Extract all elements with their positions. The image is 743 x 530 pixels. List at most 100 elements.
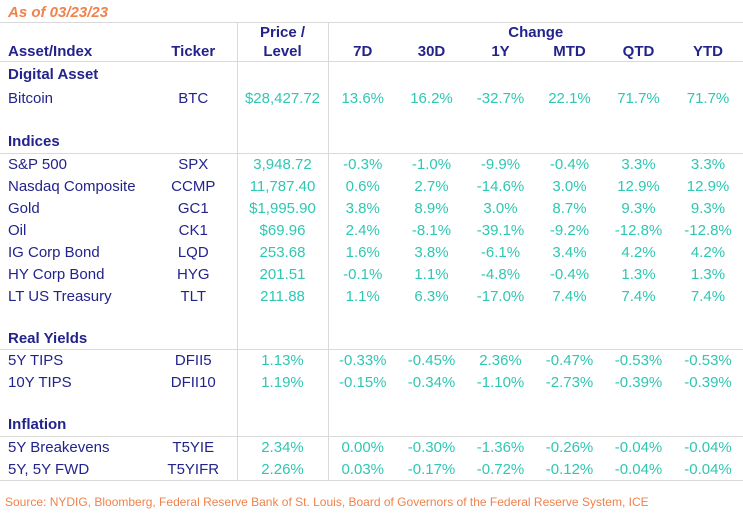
- price-cell: $28,427.72: [236, 87, 329, 110]
- change-cell: -0.04%: [684, 439, 732, 457]
- change-cell: 4.2%: [621, 244, 656, 261]
- change-cell: 1.3%: [690, 266, 726, 283]
- column-header-7d: 7D: [328, 42, 397, 62]
- ticker-cell: DFII5: [174, 352, 212, 370]
- asset-cell: Gold: [8, 200, 40, 217]
- table-row: LT US Treasury TLT 211.88 1.1% 6.3% -17.0% 7.4…: [0, 285, 743, 308]
- change-cell: 12.9%: [686, 178, 730, 195]
- spacer-cell: [0, 308, 237, 328]
- change-cell: -0.12%: [535, 458, 604, 481]
- change-cell: 0.00%: [341, 439, 385, 457]
- section-price-cell: [236, 61, 329, 88]
- section-change-cell: [328, 327, 743, 350]
- change-cell: 2.7%: [414, 178, 449, 195]
- change-cell: -0.04%: [673, 458, 743, 481]
- spacer-price-cell: [236, 109, 329, 130]
- source-attribution: Source: NYDIG, Bloomberg, Federal Reserv…: [5, 495, 649, 509]
- table-row: Nasdaq Composite CCMP 11,787.40 0.6% 2.7% -14…: [0, 175, 743, 198]
- ticker-cell: BTC: [178, 90, 209, 107]
- change-cell: -0.53%: [614, 352, 663, 370]
- asset-cell: 5Y, 5Y FWD: [0, 458, 150, 481]
- change-cell: 9.3%: [690, 200, 726, 217]
- change-cell: 71.7%: [686, 90, 730, 107]
- change-cell: -0.53%: [684, 352, 732, 370]
- table-row: Oil CK1 $69.96 2.4% -8.1% -39.1% -9.2% -12.8% -1…: [0, 219, 743, 242]
- change-cell: -9.2%: [549, 222, 590, 239]
- change-cell: 6.3%: [414, 288, 449, 305]
- section-title-label: Real Yields: [0, 327, 237, 350]
- section-title-label: Inflation: [0, 413, 237, 437]
- change-cell: 1.6%: [345, 244, 380, 261]
- ticker-cell: CK1: [178, 222, 208, 239]
- section-title-row: Inflation: [0, 413, 743, 437]
- column-header-ytd: YTD: [673, 42, 743, 62]
- spacer-price-cell: [236, 307, 329, 328]
- change-cell: -17.0%: [476, 288, 525, 305]
- ticker-cell: GC1: [177, 200, 209, 217]
- change-cell: -4.8%: [480, 266, 521, 283]
- change-cell: 8.9%: [414, 200, 449, 217]
- price-cell: $69.96: [236, 219, 329, 242]
- change-cell: -0.39%: [684, 374, 732, 391]
- change-cell: 4.2%: [690, 244, 726, 261]
- section-spacer-row: [0, 307, 743, 328]
- change-cell: 3.8%: [414, 244, 449, 261]
- section-spacer-row: [0, 109, 743, 130]
- change-cell: -0.39%: [614, 374, 663, 391]
- asset-cell: S&P 500: [8, 156, 67, 174]
- price-cell: 2.26%: [236, 458, 329, 481]
- market-data-table: Price / Change Asset/Index Ticker Level …: [0, 22, 743, 481]
- change-cell: -0.47%: [545, 352, 594, 370]
- asset-cell: IG Corp Bond: [8, 244, 100, 261]
- change-cell: -0.4%: [549, 156, 590, 174]
- table-row: 5Y, 5Y FWD T5YIFR 2.26% 0.03% -0.17% -0.72% -0…: [0, 458, 743, 481]
- section-title-row: Digital Asset: [0, 61, 743, 88]
- change-cell: 0.6%: [345, 178, 380, 195]
- price-cell: 1.13%: [236, 349, 329, 372]
- section-title-label: Digital Asset: [8, 66, 99, 84]
- change-cell: -8.1%: [411, 222, 452, 239]
- price-cell: 201.51: [236, 263, 329, 286]
- asset-cell: HY Corp Bond: [8, 266, 105, 283]
- table-row: IG Corp Bond LQD 253.68 1.6% 3.8% -6.1% 3.4% 4.…: [0, 241, 743, 264]
- table-row: Bitcoin BTC $28,427.72 13.6% 16.2% -32.7% 22.1…: [0, 87, 743, 110]
- change-cell: -1.10%: [476, 374, 525, 391]
- change-cell: 7.4%: [690, 288, 726, 305]
- section-change-cell: [328, 413, 743, 437]
- price-level-header-line1: Price /: [236, 22, 329, 43]
- table-row: HY Corp Bond HYG 201.51 -0.1% 1.1% -4.8% -0.4%…: [0, 263, 743, 286]
- asset-cell: Bitcoin: [8, 90, 54, 107]
- spacer-cell: [328, 110, 743, 130]
- price-cell: 11,787.40: [236, 175, 329, 198]
- price-cell: 1.19%: [236, 371, 329, 394]
- change-cell: 2.36%: [479, 352, 522, 370]
- ticker-cell: CCMP: [171, 178, 216, 195]
- spacer-cell: [328, 308, 743, 328]
- column-header-30d: 30D: [397, 42, 466, 62]
- as-of-date-label: As of 03/23/23: [8, 4, 109, 21]
- change-cell: 3.0%: [552, 178, 587, 195]
- change-cell: 8.7%: [552, 200, 587, 217]
- change-cell: -2.73%: [545, 374, 594, 391]
- change-cell: 3.8%: [345, 200, 380, 217]
- change-cell: 1.1%: [345, 288, 380, 305]
- asset-cell: 10Y TIPS: [8, 374, 72, 391]
- change-cell: 22.1%: [548, 90, 591, 107]
- table-row: 5Y TIPS DFII5 1.13% -0.33% -0.45% 2.36% -0.47%…: [0, 349, 743, 372]
- column-header-mtd: MTD: [535, 42, 604, 62]
- change-cell: 1.1%: [414, 266, 449, 283]
- table-row: 5Y Breakevens T5YIE 2.34% 0.00% -0.30% -1.36%…: [0, 436, 743, 459]
- section-title-row: Real Yields: [0, 327, 743, 350]
- change-cell: -9.9%: [480, 156, 521, 174]
- change-cell: 3.0%: [483, 200, 518, 217]
- change-cell: -0.33%: [338, 352, 387, 370]
- column-header-row: Asset/Index Ticker Level 7D 30D 1Y MTD Q…: [0, 42, 743, 62]
- change-cell: -0.1%: [343, 266, 383, 283]
- spacer-cell: [0, 110, 237, 130]
- change-cell: 3.3%: [621, 156, 656, 174]
- change-cell: -0.72%: [466, 458, 535, 481]
- ticker-cell: LQD: [177, 244, 209, 261]
- change-cell: 9.3%: [621, 200, 656, 217]
- change-cell: 12.9%: [617, 178, 660, 195]
